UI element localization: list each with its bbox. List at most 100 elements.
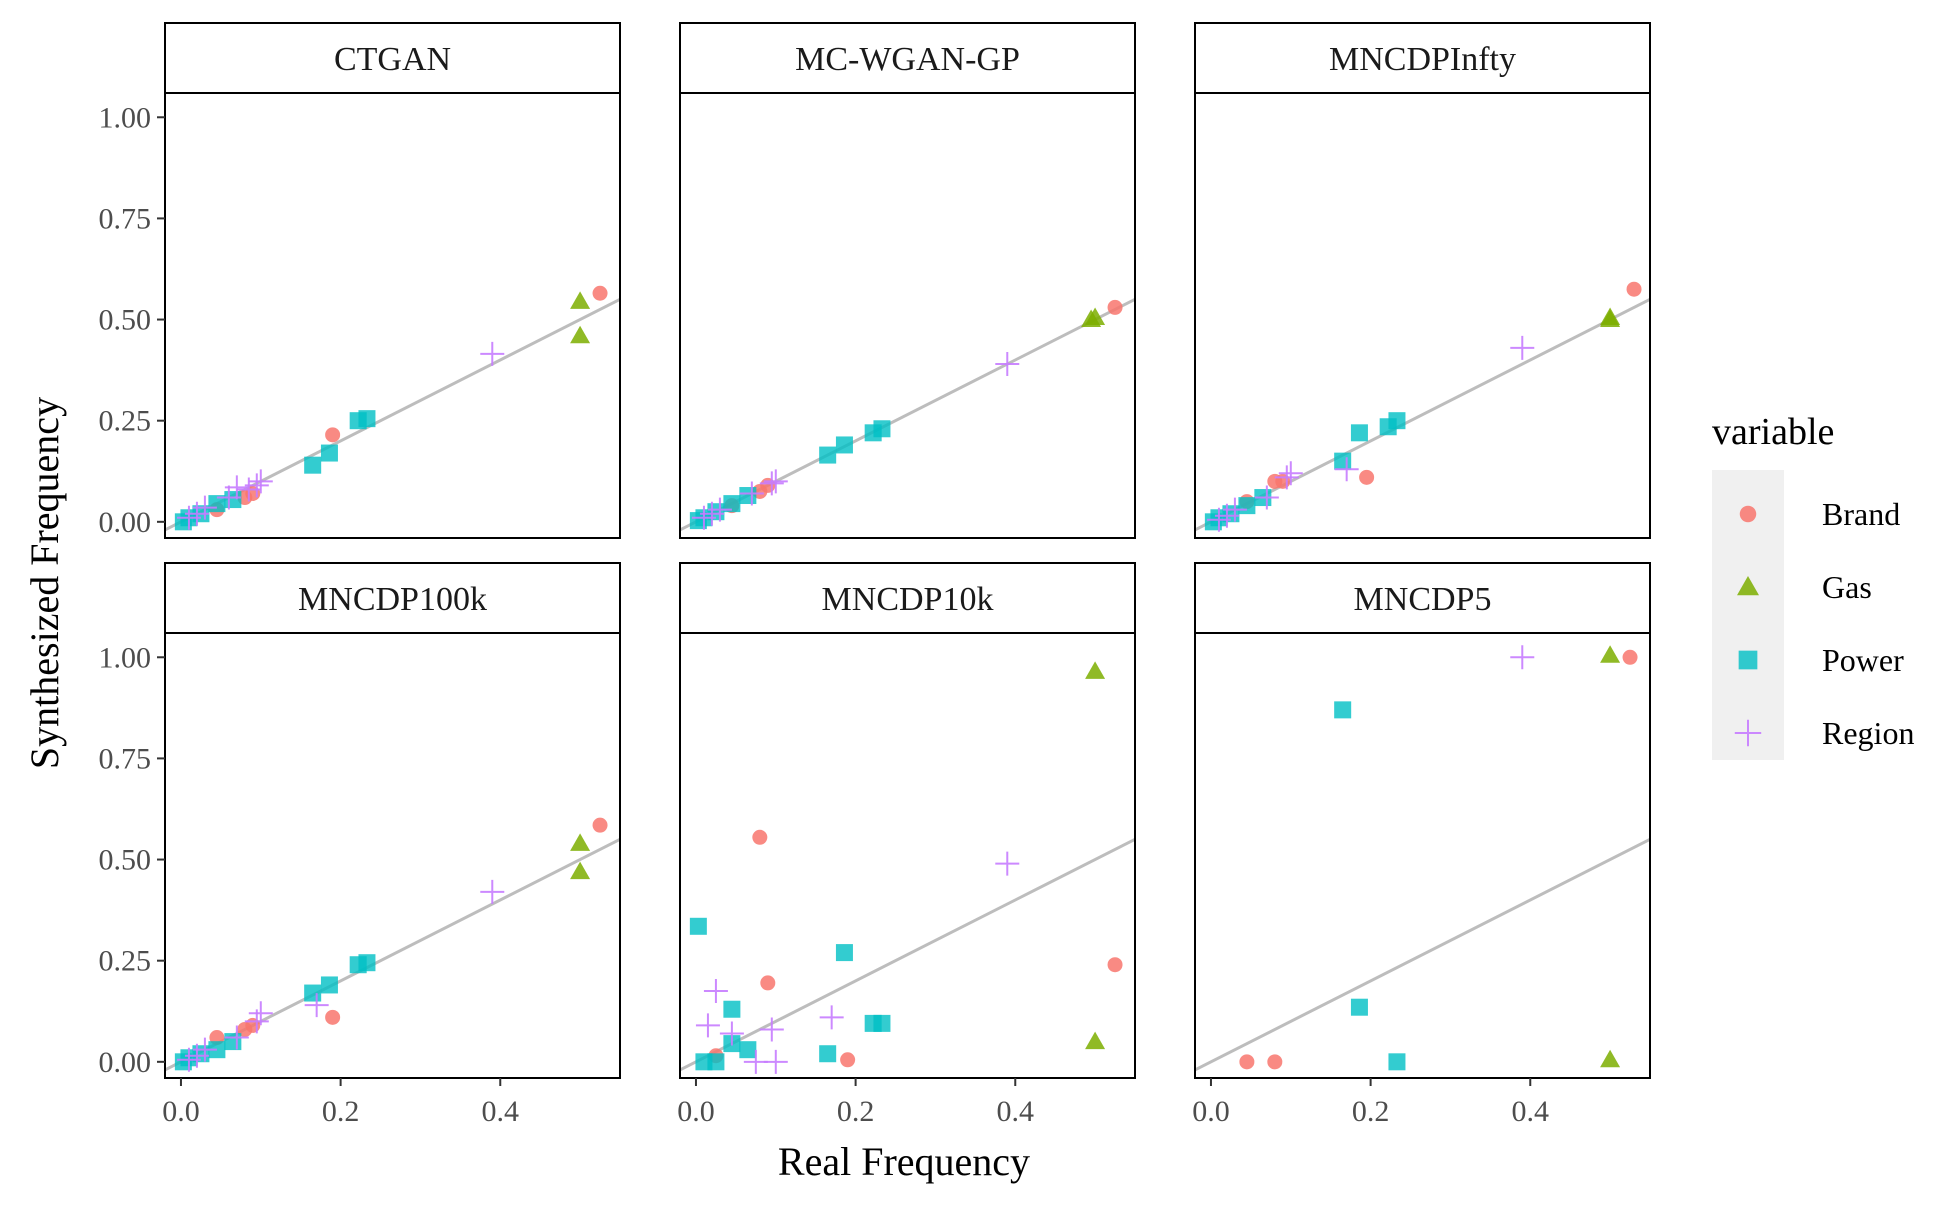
y-tick-label: 0.00 — [99, 506, 152, 539]
panel-mncdp10k: MNCDP10k 0.0 0.2 0.4 — [677, 562, 1136, 1128]
legend-label: Power — [1822, 642, 1904, 678]
data-point-power — [835, 944, 853, 962]
legend-entries: Brand Gas Power Region — [1734, 496, 1914, 751]
data-point-region — [480, 879, 505, 904]
data-point-power — [873, 1014, 891, 1032]
data-point-brand — [752, 829, 768, 845]
data-point-brand — [592, 285, 608, 301]
data-point-power — [304, 456, 322, 474]
panel-data — [1195, 281, 1650, 532]
legend-entry-power: Power — [1738, 642, 1904, 678]
x-tick-label: 0.0 — [1192, 1095, 1230, 1128]
x-tick-label: 0.0 — [162, 1095, 200, 1128]
x-tick-label: 0.4 — [997, 1095, 1035, 1128]
data-point-region — [703, 979, 728, 1004]
data-point-region — [995, 352, 1020, 377]
data-point-power — [689, 512, 707, 530]
panel-strip — [164, 22, 621, 94]
panel-mncdp5: MNCDP5 0.0 0.2 0.4 — [1192, 562, 1651, 1128]
legend-key-brand — [1739, 505, 1757, 523]
data-point-power — [819, 446, 837, 464]
data-point-power — [1238, 497, 1256, 515]
y-axis-title: Synthesized Frequency — [22, 397, 67, 769]
data-point-region — [1206, 507, 1231, 532]
data-point-brand — [1107, 299, 1123, 315]
panel-mc-wgan-gp: MC-WGAN-GP — [679, 22, 1136, 539]
data-point-region — [1334, 457, 1359, 482]
data-point-power — [224, 1033, 242, 1051]
x-tick-label: 0.2 — [322, 1095, 360, 1128]
data-point-gas — [1600, 645, 1621, 663]
data-point-region — [995, 851, 1020, 876]
y-tick-label: 0.00 — [99, 1046, 152, 1079]
data-point-power — [864, 424, 882, 442]
data-point-brand — [1359, 469, 1375, 485]
data-point-power — [1388, 1053, 1406, 1071]
data-point-region — [719, 1021, 744, 1046]
data-point-power — [723, 1000, 741, 1018]
data-point-brand — [1622, 649, 1638, 665]
data-point-region — [224, 1025, 249, 1050]
panel-strip — [679, 562, 1136, 634]
panel-title: CTGAN — [334, 41, 451, 78]
data-point-power — [739, 487, 757, 505]
data-point-power — [1334, 701, 1352, 719]
data-point-gas — [1085, 661, 1106, 679]
data-point-region — [695, 1013, 720, 1038]
panel-data — [680, 661, 1135, 1074]
data-point-region — [1278, 461, 1303, 486]
data-point-brand — [1267, 1054, 1283, 1070]
y-tick-label: 0.50 — [99, 844, 152, 877]
data-point-power — [1334, 452, 1352, 470]
data-point-region — [176, 1047, 201, 1072]
data-point-gas — [1085, 1031, 1106, 1050]
reference-line — [680, 837, 1135, 1072]
x-tick-label: 0.2 — [837, 1095, 875, 1128]
data-point-power — [739, 1041, 757, 1059]
x-tick-label: 0.0 — [677, 1095, 715, 1128]
data-point-gas — [570, 861, 591, 880]
y-tick-label: 1.00 — [99, 641, 152, 674]
legend-key-region — [1734, 719, 1762, 747]
data-point-power — [1204, 513, 1222, 531]
data-point-brand — [840, 1052, 856, 1068]
y-tick-label: 0.50 — [99, 304, 152, 337]
data-point-power — [723, 495, 741, 513]
y-tick-label: 1.00 — [99, 101, 152, 134]
data-point-brand — [1626, 281, 1642, 297]
data-point-region — [763, 1049, 788, 1074]
data-point-power — [224, 491, 242, 509]
y-tick-label: 0.75 — [99, 742, 152, 775]
panel-strip — [1194, 22, 1651, 94]
panel-border — [1194, 632, 1651, 1079]
data-point-power — [707, 1053, 725, 1071]
data-point-gas — [1081, 309, 1102, 328]
reference-line — [1195, 837, 1650, 1072]
legend-label: Gas — [1822, 569, 1872, 605]
data-point-region — [819, 1005, 844, 1030]
data-point-brand — [325, 1009, 341, 1025]
data-point-brand — [760, 975, 776, 991]
data-point-gas — [1600, 1049, 1621, 1068]
data-point-region — [244, 1009, 269, 1034]
panel-mncdp100k: MNCDP100k 0.00 0.25 0.50 0.75 1.00 0.0 0.2 0.4 — [99, 562, 621, 1128]
panel-title: MC-WGAN-GP — [795, 41, 1020, 78]
data-point-region — [1510, 645, 1535, 670]
data-point-region — [176, 505, 201, 530]
panel-data — [1195, 645, 1650, 1072]
panel-border — [679, 632, 1136, 1079]
data-point-power — [835, 436, 853, 454]
y-tick-label: 0.25 — [99, 405, 152, 438]
data-point-region — [304, 993, 329, 1018]
legend-entry-gas: Gas — [1737, 569, 1872, 605]
legend-label: Region — [1822, 715, 1914, 751]
data-point-power — [174, 1053, 192, 1071]
x-tick-label: 0.4 — [1512, 1095, 1550, 1128]
data-point-brand — [592, 817, 608, 833]
panel-strip — [679, 22, 1136, 94]
y-tick-label: 0.25 — [99, 945, 152, 978]
data-point-power — [320, 976, 338, 994]
panel-title: MNCDPInfty — [1329, 41, 1516, 78]
legend-entry-brand: Brand — [1739, 496, 1900, 532]
